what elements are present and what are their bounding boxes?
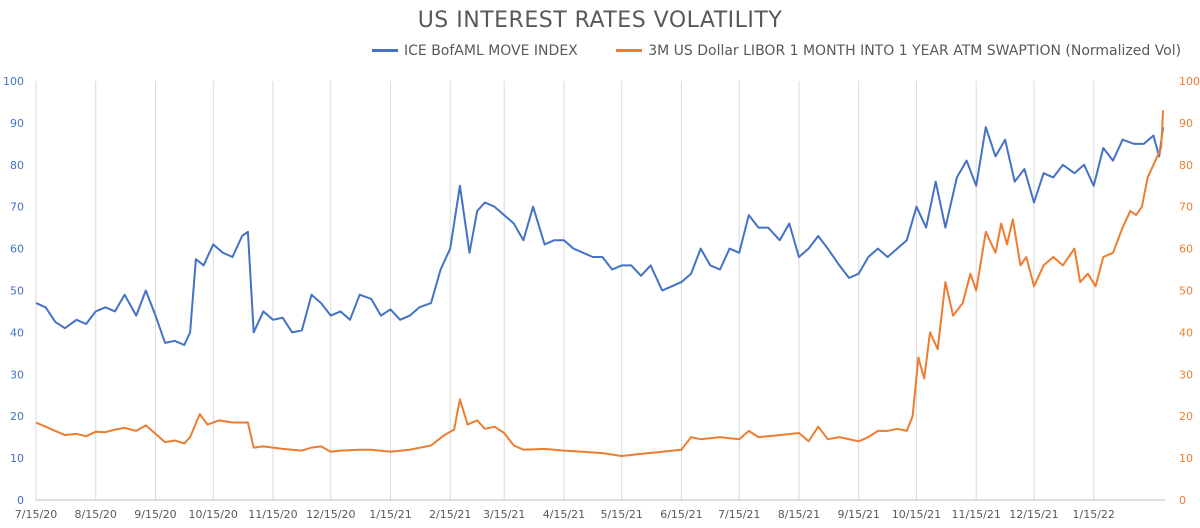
x-tick-label: 7/15/20 <box>15 508 57 521</box>
y-right-tick-label: 10 <box>1179 452 1193 465</box>
y-left-tick-label: 10 <box>10 452 24 465</box>
x-tick-label: 12/15/21 <box>1009 508 1058 521</box>
y-left-tick-label: 90 <box>10 117 24 130</box>
x-tick-label: 8/15/20 <box>75 508 117 521</box>
y-right-tick-label: 100 <box>1179 75 1200 88</box>
y-right-tick-label: 40 <box>1179 326 1193 339</box>
x-tick-label: 1/15/21 <box>369 508 411 521</box>
y-left-tick-label: 0 <box>17 494 24 507</box>
x-tick-label: 6/15/21 <box>660 508 702 521</box>
legend-item-move: ICE BofAML MOVE INDEX <box>372 43 578 59</box>
y-right-tick-label: 20 <box>1179 410 1193 423</box>
x-tick-label: 1/15/22 <box>1073 508 1115 521</box>
x-tick-label: 10/15/20 <box>189 508 238 521</box>
x-tick-label: 12/15/20 <box>306 508 355 521</box>
y-left-tick-label: 30 <box>10 368 24 381</box>
chart-title: US INTEREST RATES VOLATILITY <box>417 8 783 33</box>
y-left-tick-label: 70 <box>10 201 24 214</box>
legend-item-swaption: 3M US Dollar LIBOR 1 MONTH INTO 1 YEAR A… <box>616 43 1181 59</box>
x-tick-label: 8/15/21 <box>778 508 820 521</box>
y-left-tick-label: 60 <box>10 243 24 256</box>
y-right-tick-label: 50 <box>1179 285 1193 298</box>
series-line-swaption-vol <box>35 110 1165 457</box>
x-tick-label: 3/15/21 <box>483 508 525 521</box>
y-right-tick-label: 0 <box>1179 494 1186 507</box>
chart-legend: ICE BofAML MOVE INDEX 3M US Dollar LIBOR… <box>372 40 1200 59</box>
series-line-move-index <box>35 126 1165 346</box>
legend-swatch-move <box>372 49 398 52</box>
x-tick-label: 9/15/21 <box>837 508 879 521</box>
legend-label-swaption: 3M US Dollar LIBOR 1 MONTH INTO 1 YEAR A… <box>648 42 1182 59</box>
x-tick-label: 5/15/21 <box>600 508 642 521</box>
x-tick-label: 10/15/21 <box>892 508 941 521</box>
y-right-tick-label: 90 <box>1179 117 1193 130</box>
x-tick-label: 4/15/21 <box>543 508 585 521</box>
legend-label-move: ICE BofAML MOVE INDEX <box>404 42 578 59</box>
x-tick-label: 11/15/20 <box>248 508 297 521</box>
y-left-tick-label: 20 <box>10 410 24 423</box>
legend-swatch-swaption <box>616 49 643 52</box>
x-tick-label: 2/15/21 <box>429 508 471 521</box>
x-tick-label: 9/15/20 <box>134 508 176 521</box>
y-right-tick-label: 60 <box>1179 243 1193 256</box>
x-tick-label: 7/15/21 <box>718 508 760 521</box>
y-right-tick-label: 70 <box>1179 201 1193 214</box>
y-right-tick-label: 30 <box>1179 368 1193 381</box>
y-right-tick-label: 80 <box>1179 159 1193 172</box>
y-left-tick-label: 50 <box>10 285 24 298</box>
x-tick-label: 11/15/21 <box>951 508 1000 521</box>
y-left-tick-label: 40 <box>10 326 24 339</box>
y-left-tick-label: 80 <box>10 159 24 172</box>
y-left-tick-label: 100 <box>3 75 24 88</box>
